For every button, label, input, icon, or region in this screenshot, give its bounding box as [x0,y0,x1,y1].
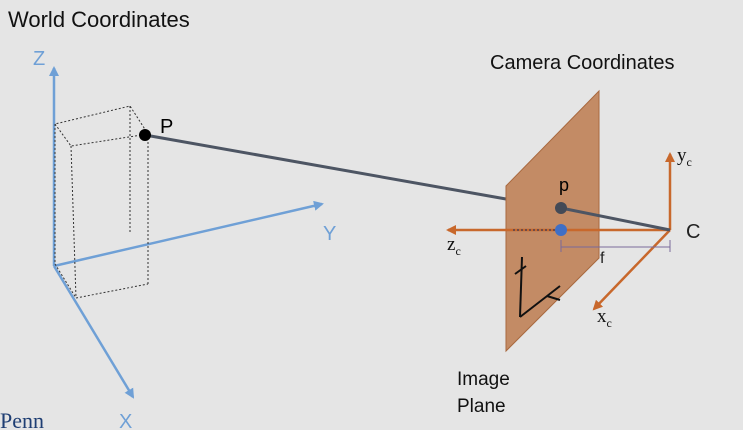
image-plane [505,89,600,353]
world-point-p [139,129,151,141]
world-x-axis [52,265,135,399]
image-plane-label-line2: Plane [457,396,506,417]
image-point-label: p [559,175,569,195]
world-point-label: P [160,116,173,138]
image-plane-label-line1: Image [457,369,510,390]
world-y-label: Y [323,223,336,245]
image-point-ray [560,206,671,232]
camera-z-label: zc [447,234,461,258]
camera-y-label: yc [677,145,692,169]
focal-length-label: f [600,250,605,267]
principal-point [555,224,567,236]
image-point [555,202,567,214]
camera-x-axis [592,229,671,311]
world-coordinates-title: World Coordinates [8,7,190,32]
image-plane-axis-ticks [514,265,561,301]
camera-coordinates-title: Camera Coordinates [490,52,675,74]
focal-length-bracket [560,240,671,252]
world-z-label: Z [33,48,45,70]
camera-center-label: C [686,221,700,243]
dashed-box [54,105,149,299]
projection-ray [144,133,507,201]
image-plane-axes [519,256,561,318]
world-x-label: X [119,411,132,430]
camera-x-label: xc [597,306,612,330]
penn-logo: Penn [0,408,44,430]
world-y-axis [53,200,324,268]
